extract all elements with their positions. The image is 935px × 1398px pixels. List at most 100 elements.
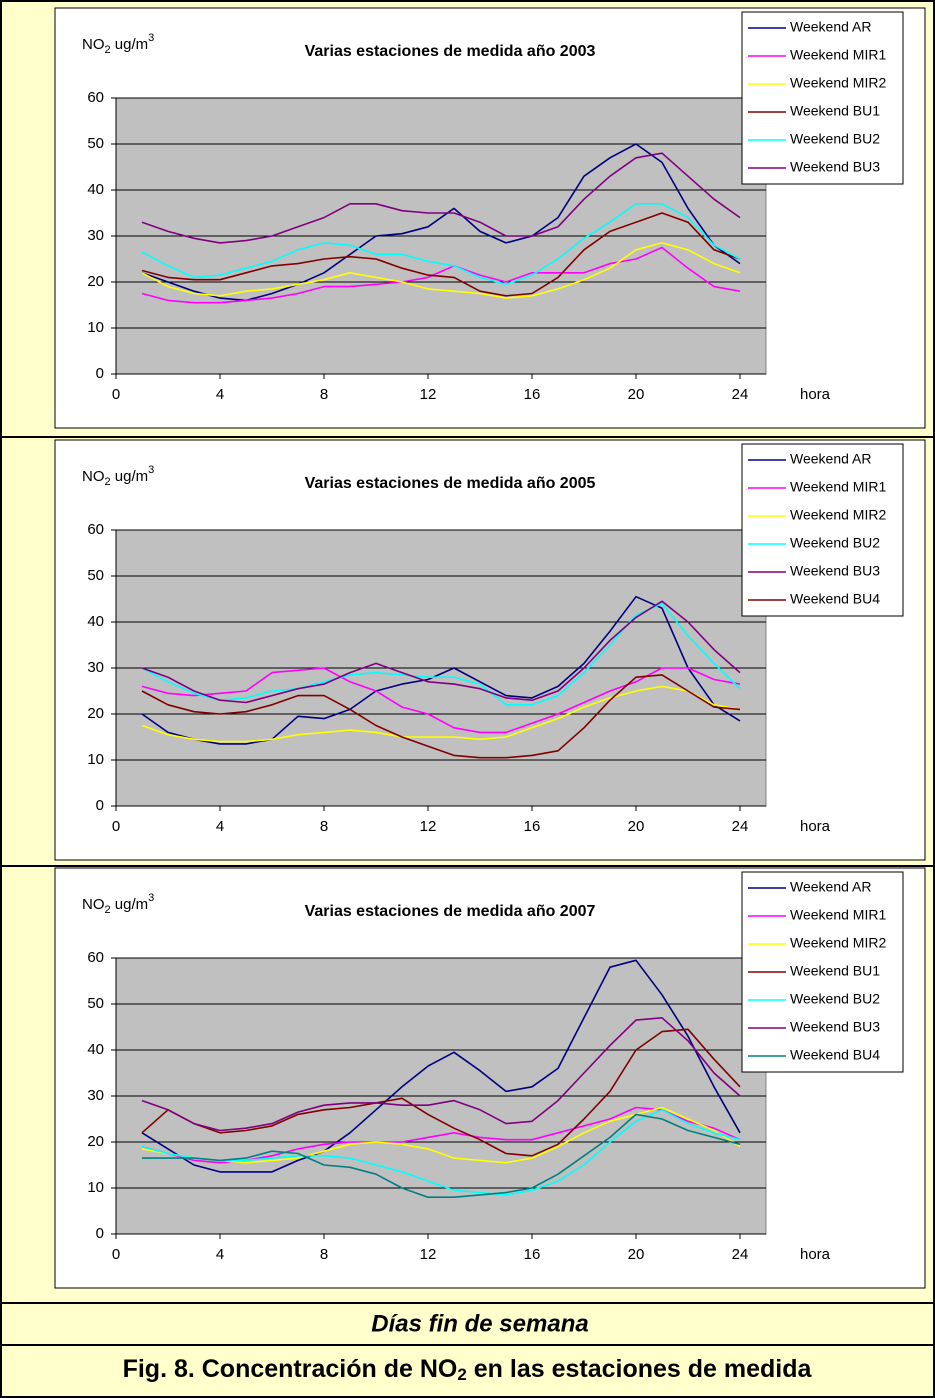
caption-text: en las estaciones de medida xyxy=(467,1355,813,1383)
x-tick-label: 20 xyxy=(628,386,645,403)
y-label-part: ug/m xyxy=(111,468,149,485)
y-label-part: 2 xyxy=(105,476,111,488)
y-tick-label: 60 xyxy=(87,89,104,106)
series-line xyxy=(141,600,741,704)
x-tick-label: 16 xyxy=(524,818,541,835)
y-label: NO2 ug/m3 xyxy=(82,32,154,56)
y-tick-label: 60 xyxy=(87,949,104,966)
x-tick-label: 20 xyxy=(628,1246,645,1263)
y-tick-label: 50 xyxy=(87,995,104,1012)
series-line xyxy=(141,602,741,706)
series-line xyxy=(141,667,741,734)
legend-label: Weekend MIR1 xyxy=(790,907,886,923)
y-tick-label: 10 xyxy=(87,751,104,768)
legend xyxy=(741,11,904,185)
y-tick-label: 0 xyxy=(96,1225,104,1242)
legend-label: Weekend BU3 xyxy=(790,563,880,579)
x-tick-label: 16 xyxy=(524,1246,541,1263)
x-tick-label: 20 xyxy=(628,818,645,835)
x-tick-label: 12 xyxy=(420,818,437,835)
series-line xyxy=(141,1028,741,1157)
series-line xyxy=(141,246,741,304)
y-label-part: NO xyxy=(82,896,105,913)
series-line xyxy=(141,203,741,286)
x-tick-label: 4 xyxy=(216,1246,224,1263)
x-label: hora xyxy=(800,818,831,835)
x-tick-label: 12 xyxy=(420,1246,437,1263)
x-tick-label: 24 xyxy=(732,1246,749,1263)
y-label-part: ug/m xyxy=(111,36,149,53)
y-label-part: 3 xyxy=(148,892,154,904)
series-line xyxy=(141,152,741,244)
x-tick-label: 0 xyxy=(112,1246,120,1263)
chart-title: Varias estaciones de medida año 2007 xyxy=(305,903,596,920)
y-tick-label: 10 xyxy=(87,1179,104,1196)
y-tick-label: 0 xyxy=(96,365,104,382)
legend-label: Weekend BU2 xyxy=(790,991,880,1007)
y-label-part: 3 xyxy=(148,464,154,476)
x-tick-label: 0 xyxy=(112,386,120,403)
series-line xyxy=(141,1017,741,1132)
x-tick-label: 4 xyxy=(216,386,224,403)
legend-label: Weekend BU1 xyxy=(790,963,880,979)
x-tick-label: 8 xyxy=(320,386,328,403)
y-tick-label: 20 xyxy=(87,1133,104,1150)
series-line xyxy=(141,1109,741,1196)
y-label-part: NO xyxy=(82,468,105,485)
y-tick-label: 20 xyxy=(87,705,104,722)
y-label-part: 3 xyxy=(148,32,154,44)
x-tick-label: 16 xyxy=(524,386,541,403)
y-tick-label: 20 xyxy=(87,273,104,290)
y-tick-label: 0 xyxy=(96,797,104,814)
legend-label: Weekend BU1 xyxy=(790,103,880,119)
legend-label: Weekend BU2 xyxy=(790,131,880,147)
legend-label: Weekend BU2 xyxy=(790,535,880,551)
caption-text: Fig. 8. Concentración de NO xyxy=(123,1355,458,1383)
legend-label: Weekend MIR2 xyxy=(790,935,886,951)
chart-title: Varias estaciones de medida año 2003 xyxy=(305,43,596,60)
x-tick-label: 8 xyxy=(320,818,328,835)
y-label-part: 2 xyxy=(105,904,111,916)
x-label: hora xyxy=(800,386,831,403)
caption-sub: 2 xyxy=(457,1365,466,1384)
y-tick-label: 40 xyxy=(87,181,104,198)
legend-label: Weekend MIR1 xyxy=(790,47,886,63)
y-tick-label: 30 xyxy=(87,227,104,244)
y-tick-label: 30 xyxy=(87,659,104,676)
series-line xyxy=(141,959,741,1173)
x-tick-label: 4 xyxy=(216,818,224,835)
legend-label: Weekend MIR2 xyxy=(790,507,886,523)
y-tick-label: 60 xyxy=(87,521,104,538)
series-line xyxy=(142,1113,741,1198)
y-label-part: ug/m xyxy=(111,896,149,913)
legend-label: Weekend AR xyxy=(790,451,871,467)
x-tick-label: 24 xyxy=(732,818,749,835)
footer-label: Días fin de semana xyxy=(371,1310,588,1337)
legend-label: Weekend BU4 xyxy=(790,1047,880,1063)
legend-label: Weekend BU4 xyxy=(790,591,880,607)
x-tick-label: 0 xyxy=(112,818,120,835)
y-tick-label: 50 xyxy=(87,135,104,152)
series-line xyxy=(141,212,741,297)
series-line xyxy=(141,595,741,745)
legend xyxy=(741,443,904,617)
y-tick-label: 30 xyxy=(87,1087,104,1104)
y-label-part: 2 xyxy=(105,44,111,56)
y-tick-label: 10 xyxy=(87,319,104,336)
caption: Fig. 8. Concentración de NO2 en las esta… xyxy=(123,1355,813,1385)
legend-label: Weekend BU3 xyxy=(790,1019,880,1035)
y-label: NO2 ug/m3 xyxy=(82,464,154,488)
legend-label: Weekend BU3 xyxy=(790,159,880,175)
series-line xyxy=(141,674,741,759)
x-label: hora xyxy=(800,1246,831,1263)
series-line xyxy=(141,242,741,299)
y-tick-label: 40 xyxy=(87,1041,104,1058)
y-tick-label: 40 xyxy=(87,613,104,630)
legend-label: Weekend MIR1 xyxy=(790,479,886,495)
series-line xyxy=(141,685,741,743)
y-label: NO2 ug/m3 xyxy=(82,892,154,916)
y-tick-label: 50 xyxy=(87,567,104,584)
x-tick-label: 8 xyxy=(320,1246,328,1263)
chart-title: Varias estaciones de medida año 2005 xyxy=(305,475,596,492)
